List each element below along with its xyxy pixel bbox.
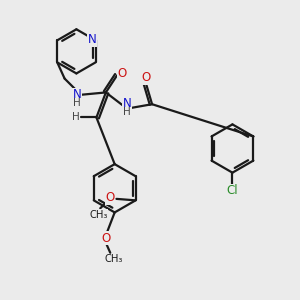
- Text: O: O: [101, 232, 110, 244]
- Text: N: N: [88, 33, 96, 46]
- Text: H: H: [74, 98, 81, 108]
- Text: N: N: [73, 88, 82, 101]
- Text: O: O: [105, 191, 115, 204]
- Text: O: O: [118, 68, 127, 80]
- Text: H: H: [72, 112, 80, 122]
- Text: H: H: [123, 107, 131, 118]
- Text: Cl: Cl: [226, 184, 238, 197]
- Text: O: O: [141, 71, 150, 84]
- Text: N: N: [123, 97, 131, 110]
- Text: CH₃: CH₃: [90, 210, 108, 220]
- Text: CH₃: CH₃: [104, 254, 122, 264]
